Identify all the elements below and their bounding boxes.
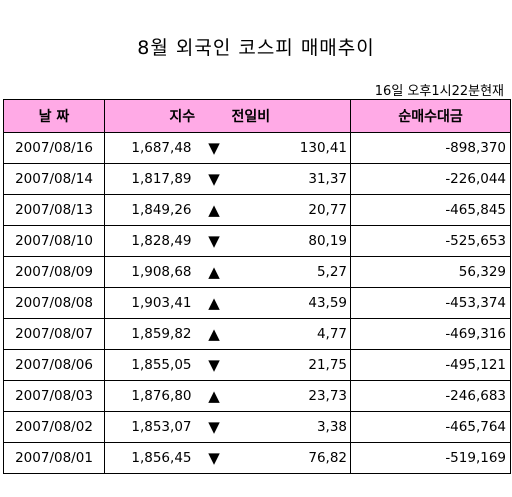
date-cell: 2007/08/16 xyxy=(3,132,105,164)
change-cell: 43,59 xyxy=(231,287,352,319)
date-cell: 2007/08/01 xyxy=(3,442,105,474)
net-purchase-cell: -898,370 xyxy=(350,132,512,164)
index-cell: 1,855,05 xyxy=(104,349,197,381)
date-cell: 2007/08/08 xyxy=(3,287,105,319)
down-arrow-icon: ▼ xyxy=(196,411,232,443)
table-row: 2007/08/06 1,855,05 ▼ 21,75 -495,121 xyxy=(3,349,512,381)
net-purchase-cell: -525,653 xyxy=(350,225,512,257)
index-cell: 1,859,82 xyxy=(104,318,197,350)
change-cell: 21,75 xyxy=(231,349,352,381)
index-cell: 1,828,49 xyxy=(104,225,197,257)
down-arrow-icon: ▼ xyxy=(196,163,232,195)
table-row: 2007/08/02 1,853,07 ▼ 3,38 -465,764 xyxy=(3,411,512,443)
table-row: 2007/08/09 1,908,68 ▲ 5,27 56,329 xyxy=(3,256,512,288)
date-cell: 2007/08/13 xyxy=(3,194,105,226)
foreign-trading-table: 날 짜 지수 전일비 순매수대금 2007/08/16 1,687,48 ▼ 130,… xyxy=(3,99,512,474)
index-cell: 1,908,68 xyxy=(104,256,197,288)
net-purchase-cell: -465,764 xyxy=(350,411,512,443)
up-arrow-icon: ▲ xyxy=(196,380,232,412)
change-cell: 3,38 xyxy=(231,411,352,443)
header-net-purchase: 순매수대금 xyxy=(350,99,512,133)
timestamp: 16일 오후1시22분현재 xyxy=(374,84,504,99)
net-purchase-cell: -495,121 xyxy=(350,349,512,381)
date-cell: 2007/08/09 xyxy=(3,256,105,288)
down-arrow-icon: ▼ xyxy=(196,225,232,257)
table-row: 2007/08/16 1,687,48 ▼ 130,41 -898,370 xyxy=(3,132,512,164)
date-cell: 2007/08/14 xyxy=(3,163,105,195)
change-cell: 20,77 xyxy=(231,194,352,226)
table-row: 2007/08/07 1,859,82 ▲ 4,77 -469,316 xyxy=(3,318,512,350)
change-cell: 80,19 xyxy=(231,225,352,257)
down-arrow-icon: ▼ xyxy=(196,132,232,164)
change-cell: 76,82 xyxy=(231,442,352,474)
header-change: 전일비 xyxy=(231,99,352,133)
table-row: 2007/08/01 1,856,45 ▼ 76,82 -519,169 xyxy=(3,442,512,474)
index-cell: 1,853,07 xyxy=(104,411,197,443)
date-cell: 2007/08/02 xyxy=(3,411,105,443)
header-index: 지수 xyxy=(103,99,232,133)
date-cell: 2007/08/06 xyxy=(3,349,105,381)
change-cell: 130,41 xyxy=(231,132,352,164)
up-arrow-icon: ▲ xyxy=(196,318,232,350)
page-title: 8월 외국인 코스피 매매추이 xyxy=(137,37,375,59)
table-header-row: 날 짜 지수 전일비 순매수대금 xyxy=(3,99,512,133)
down-arrow-icon: ▼ xyxy=(196,349,232,381)
index-cell: 1,903,41 xyxy=(104,287,197,319)
net-purchase-cell: -226,044 xyxy=(350,163,512,195)
net-purchase-cell: -246,683 xyxy=(350,380,512,412)
net-purchase-cell: -453,374 xyxy=(350,287,512,319)
net-purchase-cell: 56,329 xyxy=(350,256,512,288)
change-cell: 5,27 xyxy=(231,256,352,288)
change-cell: 23,73 xyxy=(231,380,352,412)
index-cell: 1,849,26 xyxy=(104,194,197,226)
net-purchase-cell: -465,845 xyxy=(350,194,512,226)
change-cell: 4,77 xyxy=(231,318,352,350)
index-cell: 1,856,45 xyxy=(104,442,197,474)
date-cell: 2007/08/07 xyxy=(3,318,105,350)
up-arrow-icon: ▲ xyxy=(196,256,232,288)
date-cell: 2007/08/10 xyxy=(3,225,105,257)
change-cell: 31,37 xyxy=(231,163,352,195)
table-row: 2007/08/03 1,876,80 ▲ 23,73 -246,683 xyxy=(3,380,512,412)
up-arrow-icon: ▲ xyxy=(196,287,232,319)
table-row: 2007/08/13 1,849,26 ▲ 20,77 -465,845 xyxy=(3,194,512,226)
index-cell: 1,687,48 xyxy=(104,132,197,164)
date-cell: 2007/08/03 xyxy=(3,380,105,412)
index-cell: 1,876,80 xyxy=(104,380,197,412)
up-arrow-icon: ▲ xyxy=(196,194,232,226)
net-purchase-cell: -469,316 xyxy=(350,318,512,350)
down-arrow-icon: ▼ xyxy=(196,442,232,474)
table-row: 2007/08/08 1,903,41 ▲ 43,59 -453,374 xyxy=(3,287,512,319)
index-cell: 1,817,89 xyxy=(104,163,197,195)
header-date: 날 짜 xyxy=(3,99,105,133)
table-row: 2007/08/10 1,828,49 ▼ 80,19 -525,653 xyxy=(3,225,512,257)
table-row: 2007/08/14 1,817,89 ▼ 31,37 -226,044 xyxy=(3,163,512,195)
net-purchase-cell: -519,169 xyxy=(350,442,512,474)
